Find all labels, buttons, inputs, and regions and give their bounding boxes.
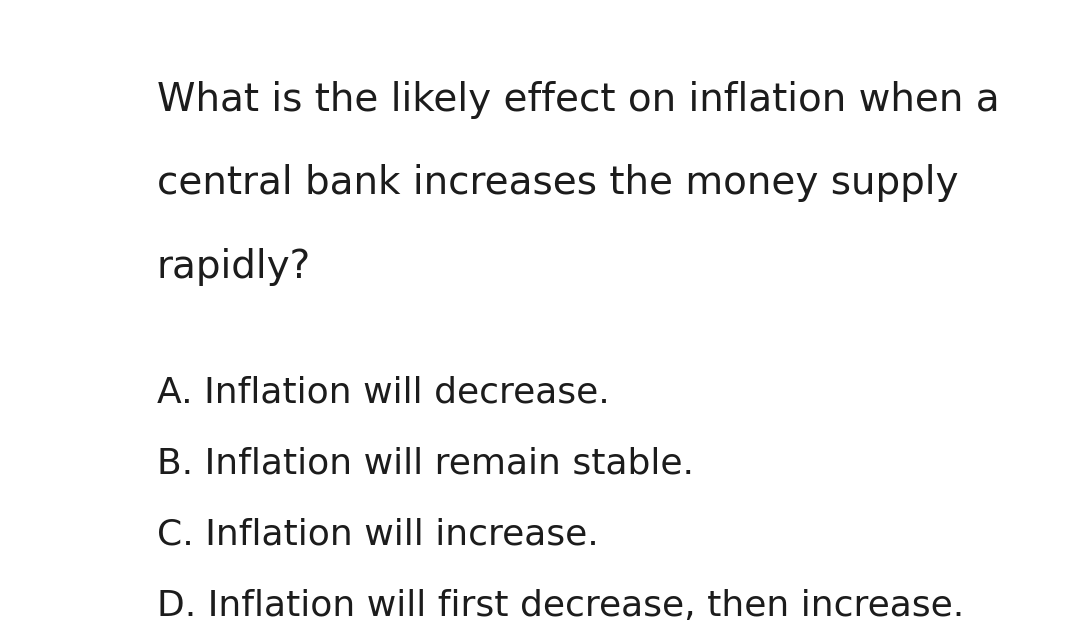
Text: D. Inflation will first decrease, then increase.: D. Inflation will first decrease, then i… bbox=[157, 589, 963, 620]
Text: central bank increases the money supply: central bank increases the money supply bbox=[157, 164, 958, 202]
Text: C. Inflation will increase.: C. Inflation will increase. bbox=[157, 518, 598, 552]
Text: B. Inflation will remain stable.: B. Inflation will remain stable. bbox=[157, 446, 693, 480]
Text: A. Inflation will decrease.: A. Inflation will decrease. bbox=[157, 375, 609, 409]
Text: What is the likely effect on inflation when a: What is the likely effect on inflation w… bbox=[157, 81, 999, 118]
Text: rapidly?: rapidly? bbox=[157, 248, 311, 286]
